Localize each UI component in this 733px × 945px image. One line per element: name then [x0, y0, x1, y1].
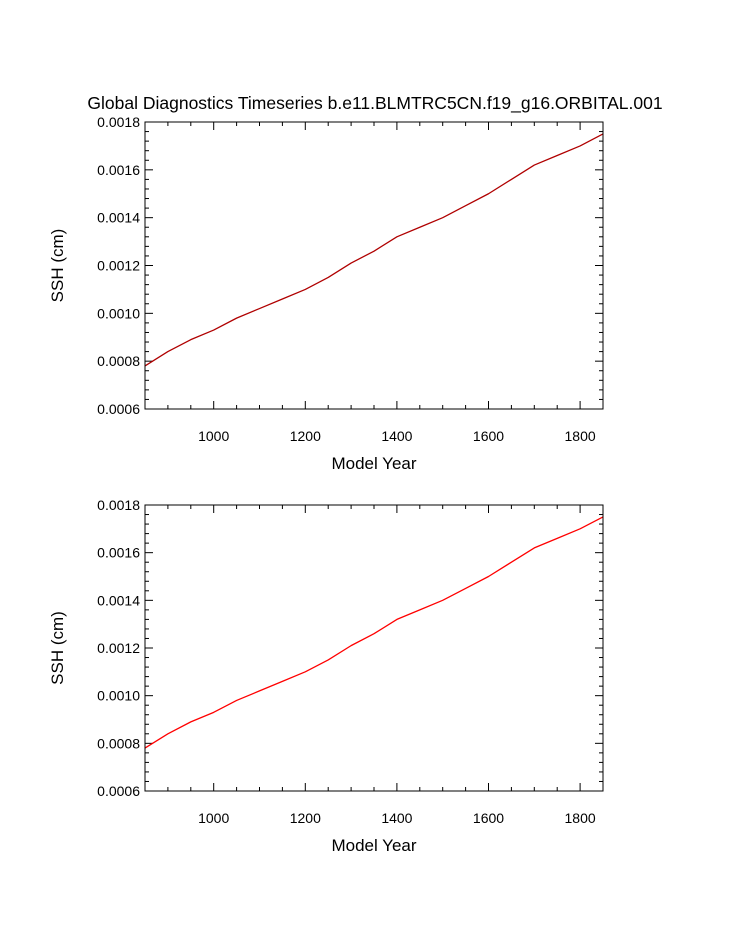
y-tick-label: 0.0006 — [97, 783, 140, 799]
x-tick-label: 1600 — [473, 428, 504, 444]
y-tick-label: 0.0018 — [97, 497, 140, 513]
y-tick-label: 0.0014 — [97, 592, 140, 608]
y-tick-label: 0.0012 — [97, 640, 140, 656]
y-axis-label: SSH (cm) — [48, 229, 67, 303]
x-axis-label: Model Year — [331, 454, 416, 473]
y-tick-label: 0.0006 — [97, 401, 140, 417]
x-tick-label: 1600 — [473, 810, 504, 826]
y-tick-label: 0.0008 — [97, 353, 140, 369]
plot-panel-bottom: 0.0006 0.0008 0.0010 0.0012 0.0014 0.0016 0.00… — [48, 497, 604, 855]
chart-title: Global Diagnostics Timeseries b.e11.BLMT… — [87, 93, 662, 114]
y-tick-label: 0.0010 — [97, 305, 140, 321]
x-tick-label: 1400 — [381, 810, 412, 826]
plot-frame — [144, 504, 604, 792]
y-tick-label: 0.0010 — [97, 688, 140, 704]
series-line-ssh — [144, 516, 604, 749]
x-axis-label: Model Year — [331, 836, 416, 855]
y-tick-label: 0.0016 — [97, 545, 140, 561]
x-tick-label: 1000 — [198, 428, 229, 444]
series-line-ssh — [144, 133, 604, 367]
y-tick-label: 0.0014 — [97, 210, 140, 226]
y-tick-label: 0.0008 — [97, 735, 140, 751]
x-tick-label: 1800 — [565, 810, 596, 826]
x-tick-label: 1000 — [198, 810, 229, 826]
x-tick-label: 1200 — [290, 810, 321, 826]
y-axis-label: SSH (cm) — [48, 611, 67, 685]
plot-panel-top: 0.0006 0.0008 0.0010 0.0012 0.0014 0.0016 0.00… — [48, 114, 604, 473]
x-tick-label: 1200 — [290, 428, 321, 444]
y-tick-label: 0.0012 — [97, 258, 140, 274]
y-tick-label: 0.0018 — [97, 114, 140, 130]
y-tick-label: 0.0016 — [97, 162, 140, 178]
x-tick-label: 1800 — [565, 428, 596, 444]
plot-frame — [144, 121, 604, 410]
x-tick-label: 1400 — [381, 428, 412, 444]
